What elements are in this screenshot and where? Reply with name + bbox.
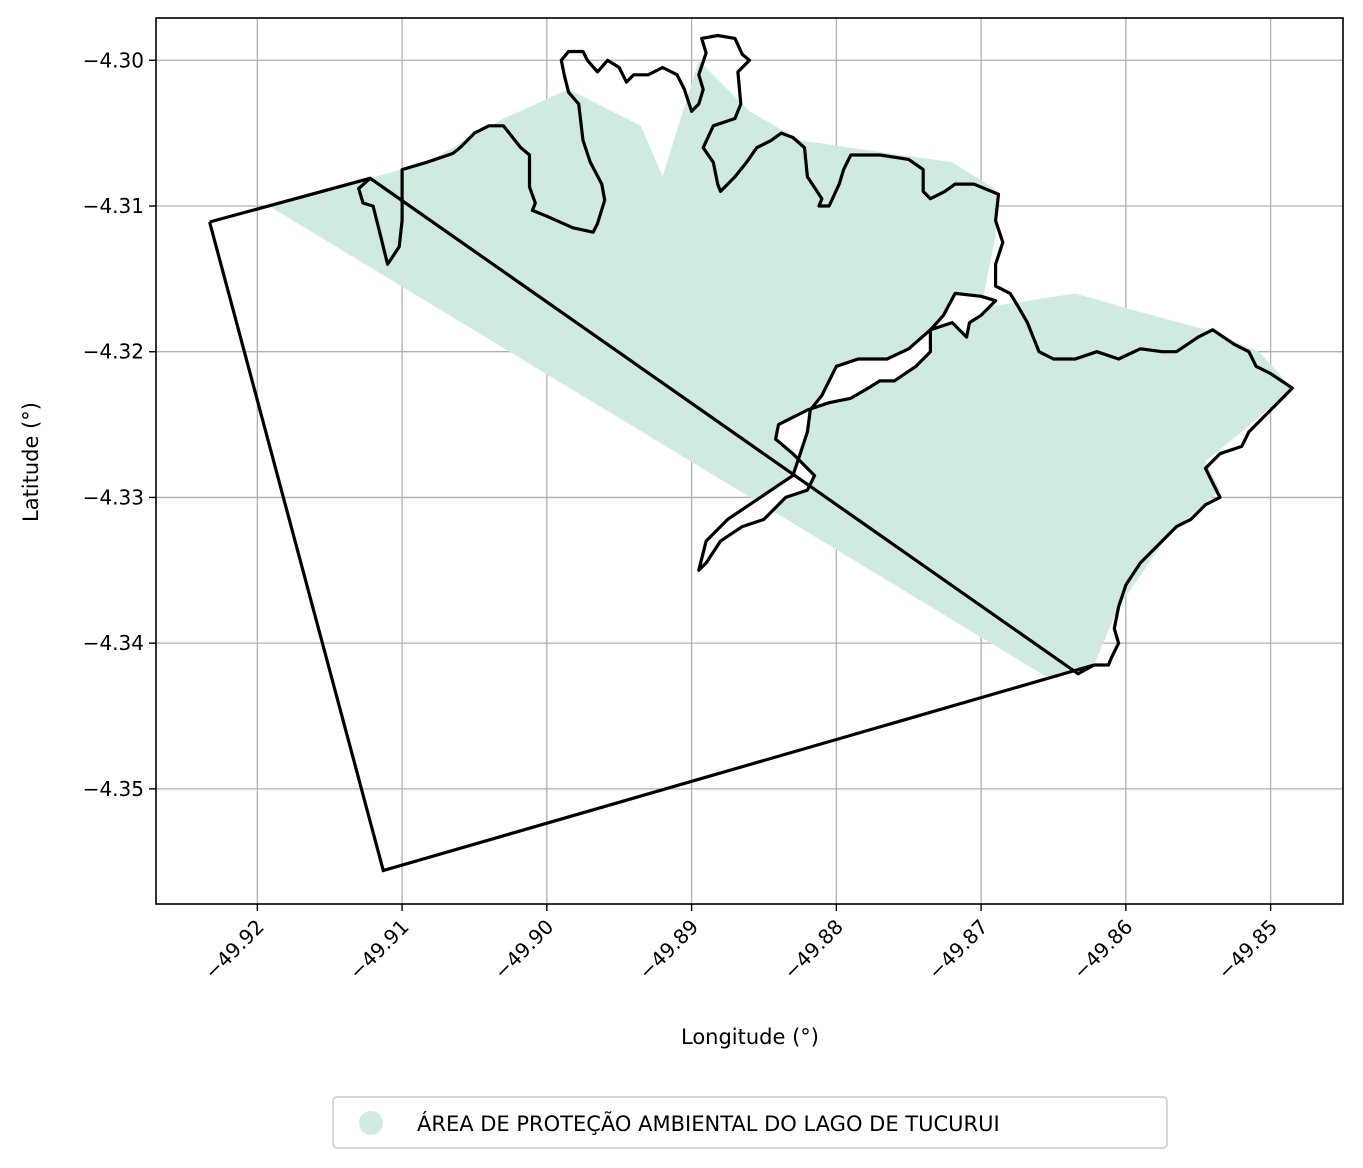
protected-area-outline	[357, 33, 1294, 667]
legend-label: ÁREA DE PROTEÇÃO AMBIENTAL DO LAGO DE TU…	[417, 1110, 1000, 1136]
y-tick-label: −4.31	[83, 194, 144, 218]
protected-area-fill	[268, 60, 1293, 677]
map-layers	[208, 33, 1294, 873]
legend-marker	[359, 1111, 383, 1135]
y-tick-label: −4.30	[83, 48, 144, 72]
y-tick-label: −4.34	[83, 631, 144, 655]
y-tick-label: −4.33	[83, 485, 144, 509]
lake-outline	[697, 291, 998, 572]
x-axis-label: Longitude (°)	[681, 1025, 819, 1049]
y-tick-label: −4.35	[83, 777, 144, 801]
y-axis-ticks: −4.30 −4.31 −4.32 −4.33 −4.34 −4.35	[83, 48, 156, 801]
y-axis-label: Latitude (°)	[19, 402, 43, 522]
plot-frame	[155, 17, 1344, 905]
y-tick-label: −4.32	[83, 340, 144, 364]
legend: ÁREA DE PROTEÇÃO AMBIENTAL DO LAGO DE TU…	[332, 1096, 1168, 1149]
legend-box	[332, 1096, 1168, 1149]
study-area-boundary	[208, 176, 1095, 873]
